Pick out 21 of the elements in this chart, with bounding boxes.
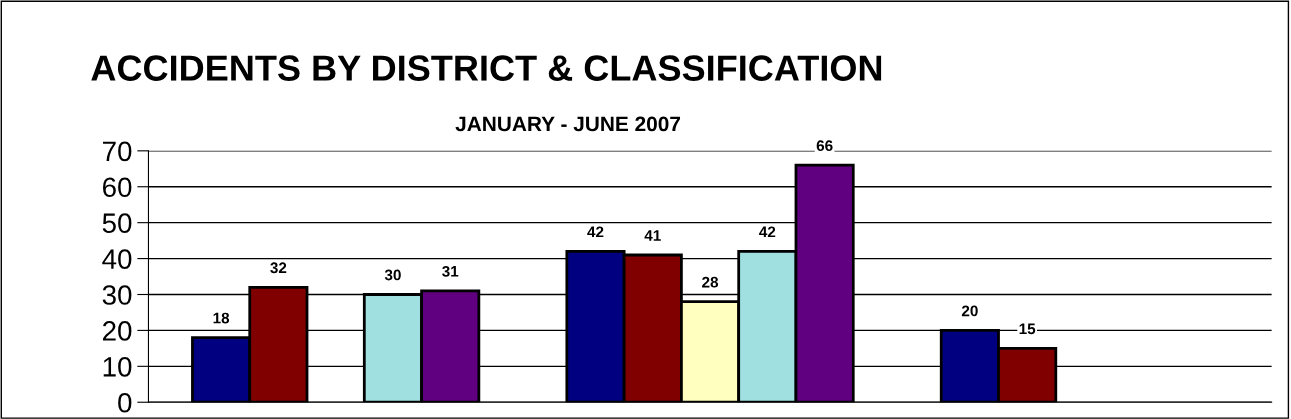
y-tick-label: 70 — [103, 141, 132, 162]
y-tick-label: 50 — [102, 213, 132, 234]
data-label: 32 — [270, 262, 287, 274]
chart-title: ACCIDENTS BY DISTRICT & CLASSIFICATION — [91, 55, 882, 81]
y-tick-label: 10 — [103, 356, 132, 377]
data-label: 42 — [587, 226, 604, 238]
data-label: 66 — [816, 140, 833, 152]
data-label: 30 — [384, 269, 401, 281]
data-label: 28 — [702, 276, 719, 288]
data-label: 41 — [644, 230, 661, 241]
data-label: 15 — [1019, 323, 1036, 335]
y-tick-label: 40 — [102, 249, 132, 269]
y-tick-label: 30 — [102, 285, 132, 305]
y-tick-label: 0 — [118, 392, 132, 413]
data-label: 20 — [961, 305, 978, 317]
data-label: 18 — [213, 312, 230, 324]
data-label: 42 — [759, 226, 776, 238]
y-tick-label: 20 — [103, 321, 132, 341]
chart-subtitle: JANUARY - JUNE 2007 — [455, 116, 681, 132]
y-tick-label: 60 — [103, 177, 132, 198]
data-label: 31 — [442, 265, 459, 277]
